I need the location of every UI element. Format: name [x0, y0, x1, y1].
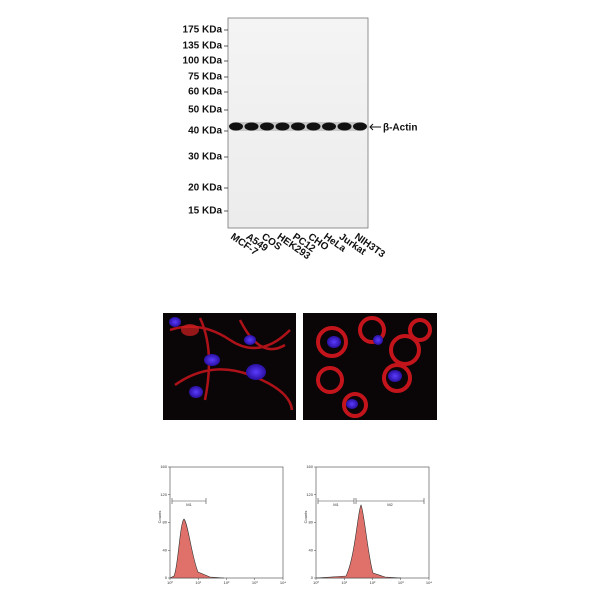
x-tick-label: 10²: [224, 580, 230, 585]
band: [337, 122, 352, 131]
y-tick-label: 160: [306, 464, 313, 469]
marker-label: 60 KDa: [188, 87, 222, 98]
x-tick-label: 10²: [370, 580, 376, 585]
marker-label: 135 KDa: [183, 41, 223, 52]
if-image-right: [303, 313, 437, 420]
gate-label: M1: [333, 502, 339, 507]
band: [306, 122, 321, 131]
gate-marker: [355, 498, 425, 504]
marker-label: 100 KDa: [183, 56, 223, 67]
marker-label: 40 KDa: [188, 126, 222, 137]
y-tick-label: 40: [163, 547, 168, 552]
y-tick-label: 80: [309, 520, 314, 525]
gate-label: M2: [387, 502, 393, 507]
histogram: [315, 504, 402, 579]
y-tick-label: 120: [160, 492, 167, 497]
x-tick-label: 10⁴: [426, 580, 432, 585]
x-tick-label: 10⁴: [280, 580, 286, 585]
band: [229, 122, 243, 131]
y-axis-label: Counts: [157, 511, 162, 524]
band: [244, 122, 259, 131]
gate-marker: [317, 498, 355, 504]
x-tick-label: 10⁰: [313, 580, 319, 585]
marker-label: 50 KDa: [188, 105, 222, 116]
band: [275, 122, 290, 131]
if-image-left: [163, 313, 296, 420]
y-tick-label: 0: [165, 575, 168, 580]
gate-label: M1: [186, 502, 192, 507]
y-axis-label: Counts: [303, 511, 308, 524]
band: [353, 122, 367, 131]
marker-label: 20 KDa: [188, 183, 222, 194]
x-tick-label: 10⁰: [167, 580, 173, 585]
band-label: β-Actin: [383, 123, 417, 134]
marker-label: 75 KDa: [188, 72, 222, 83]
y-tick-label: 0: [311, 575, 314, 580]
marker-label: 175 KDa: [183, 25, 223, 36]
band: [291, 122, 305, 131]
band-arrow-head: [369, 123, 374, 131]
band: [322, 122, 336, 131]
y-tick-label: 80: [163, 520, 168, 525]
y-tick-label: 40: [309, 547, 314, 552]
flow-plot: 0 40 80 120 160 Counts 10⁰ 10¹ 10² 10³ 10⁴ M1: [157, 464, 286, 585]
flow-plot: 0 40 80 120 160 Counts 10⁰ 10¹ 10² 10³ 10⁴ M1 M2: [303, 464, 432, 585]
marker-label: 15 KDa: [188, 206, 222, 217]
histogram: [169, 518, 225, 579]
band: [260, 122, 274, 131]
plot-frame: [315, 466, 430, 579]
y-tick-label: 120: [306, 492, 313, 497]
marker-label: 30 KDa: [188, 152, 222, 163]
gate-marker: [171, 498, 207, 504]
y-tick-label: 160: [160, 464, 167, 469]
blot-bands: [229, 122, 367, 131]
x-tick-label: 10³: [398, 580, 404, 585]
x-tick-label: 10¹: [195, 580, 201, 585]
x-tick-label: 10¹: [341, 580, 347, 585]
x-tick-label: 10³: [252, 580, 258, 585]
